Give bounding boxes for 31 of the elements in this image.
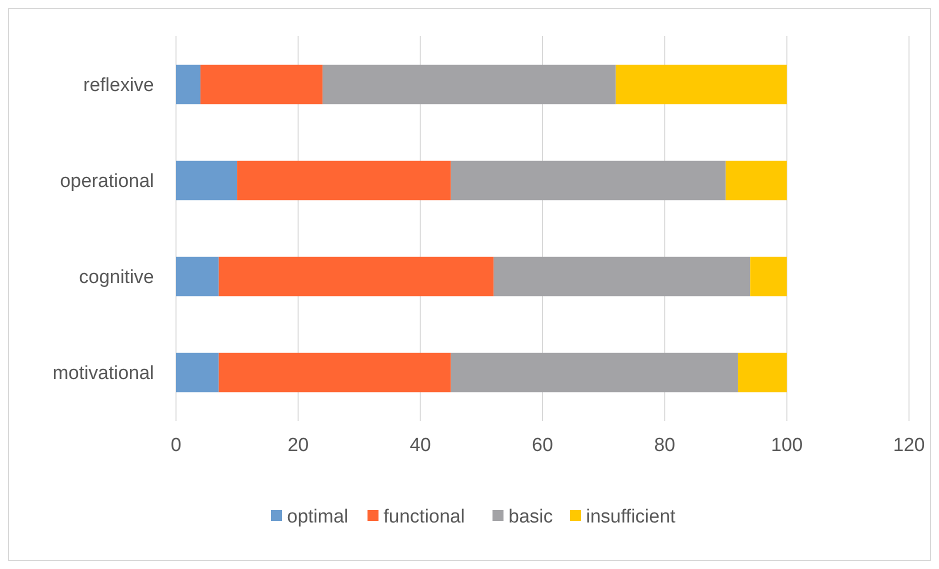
bar: [450, 160, 726, 200]
bar: [218, 352, 451, 392]
y-tick-label: operational: [60, 171, 154, 192]
y-tick-label: reflexive: [83, 75, 154, 96]
legend-label: optimal: [287, 506, 348, 528]
bar: [218, 256, 494, 296]
x-tick-label: 40: [410, 435, 431, 456]
bar: [450, 352, 738, 392]
legend-label: functional: [384, 506, 465, 528]
bar: [200, 64, 323, 104]
x-tick-label: 60: [532, 435, 554, 456]
bar: [726, 160, 787, 200]
y-tick-label: motivational: [52, 363, 154, 384]
bar: [322, 64, 616, 104]
bar: [738, 352, 787, 392]
bar: [494, 256, 750, 296]
y-tick-label: cognitive: [79, 267, 154, 288]
x-tick-label: 20: [288, 435, 309, 456]
x-tick-label: 0: [170, 435, 182, 456]
bar: [176, 64, 200, 104]
legend-label: basic: [508, 506, 553, 528]
bar: [176, 352, 219, 392]
bar: [750, 256, 787, 296]
legend-label: insufficient: [586, 506, 676, 528]
bar: [616, 64, 787, 104]
x-tick-label: 120: [893, 435, 925, 456]
x-tick-label: 100: [770, 435, 803, 456]
bar: [176, 160, 238, 200]
bar: [176, 256, 219, 296]
bar: [237, 160, 451, 200]
x-tick-label: 80: [654, 435, 676, 456]
